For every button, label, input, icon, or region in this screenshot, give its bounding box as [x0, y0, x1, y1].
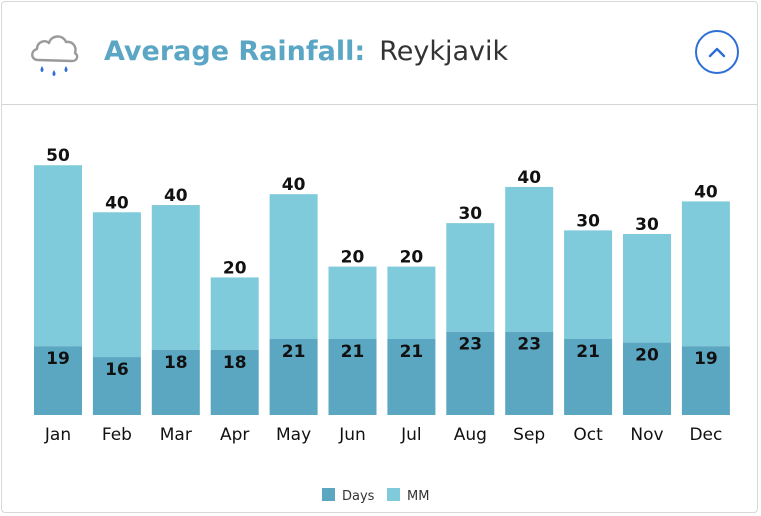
- x-tick-label: Aug: [454, 425, 487, 445]
- bar-days: [623, 342, 671, 415]
- card-header: Average Rainfall: Reykjavik: [2, 2, 757, 105]
- data-label-days: 21: [576, 342, 600, 362]
- bar-days: [387, 338, 436, 415]
- data-label-days: 20: [635, 346, 659, 366]
- data-label-days: 18: [164, 353, 188, 373]
- bar-mm: [210, 277, 259, 350]
- bar-mm: [505, 186, 554, 332]
- x-tick-label: Jan: [44, 425, 71, 445]
- x-tick-label: Apr: [220, 425, 249, 445]
- bar-mm: [269, 194, 318, 339]
- data-label-mm: 20: [400, 248, 424, 268]
- data-label-mm: 40: [694, 182, 718, 202]
- data-label-days: 18: [223, 353, 247, 373]
- page-title: Average Rainfall: Reykjavik: [104, 34, 508, 70]
- city-name: Reykjavik: [379, 36, 509, 67]
- bar-mm: [328, 266, 377, 339]
- data-label-mm: 40: [517, 168, 541, 188]
- data-label-days: 23: [458, 335, 482, 355]
- data-label-mm: 20: [341, 248, 365, 268]
- x-tick-label: Jul: [400, 425, 422, 445]
- chevron-up-icon: [708, 47, 726, 58]
- data-label-mm: 30: [635, 215, 659, 235]
- data-label-mm: 40: [105, 193, 129, 213]
- bar-mm: [623, 234, 671, 343]
- bar-days: [92, 357, 141, 415]
- data-label-days: 23: [517, 335, 541, 355]
- data-label-mm: 20: [223, 258, 247, 278]
- bar-days: [34, 346, 82, 415]
- data-label-days: 16: [105, 360, 129, 380]
- bar-mm: [564, 230, 613, 339]
- legend-label: MM: [407, 489, 429, 504]
- data-label-days: 21: [400, 342, 424, 362]
- bar-mm: [92, 212, 141, 358]
- title-prefix: Average Rainfall:: [104, 36, 366, 67]
- x-tick-label: Jun: [338, 425, 366, 445]
- x-tick-label: Oct: [573, 425, 603, 445]
- data-label-mm: 50: [46, 146, 70, 166]
- x-tick-label: Mar: [160, 425, 192, 445]
- data-label-days: 21: [282, 342, 306, 362]
- data-label-days: 19: [694, 349, 718, 369]
- x-tick-label: Nov: [630, 425, 663, 445]
- legend-label: Days: [342, 489, 375, 504]
- data-label-days: 21: [341, 342, 365, 362]
- collapse-button[interactable]: [695, 30, 739, 74]
- bar-days: [564, 338, 613, 415]
- bar-mm: [34, 165, 82, 347]
- bar-mm: [446, 223, 495, 332]
- bar-days: [681, 346, 730, 415]
- bar-mm: [681, 201, 730, 347]
- bar-days: [446, 331, 495, 415]
- bar-days: [328, 338, 377, 415]
- legend-swatch: [387, 488, 400, 501]
- x-tick-label: May: [276, 425, 311, 445]
- data-label-mm: 30: [576, 211, 600, 231]
- bar-days: [210, 349, 259, 415]
- rain-cloud-icon: [31, 35, 79, 76]
- data-label-mm: 40: [164, 186, 188, 206]
- bar-days: [505, 331, 554, 415]
- bar-days: [151, 349, 200, 415]
- x-tick-label: Sep: [513, 425, 545, 445]
- bar-mm: [387, 266, 436, 339]
- data-label-mm: 40: [282, 175, 306, 195]
- data-label-days: 19: [46, 349, 70, 369]
- bar-days: [269, 338, 318, 415]
- bar-mm: [151, 205, 200, 350]
- data-label-mm: 30: [458, 204, 482, 224]
- x-tick-label: Dec: [689, 425, 722, 445]
- x-tick-label: Feb: [102, 425, 132, 445]
- legend-swatch: [322, 488, 335, 501]
